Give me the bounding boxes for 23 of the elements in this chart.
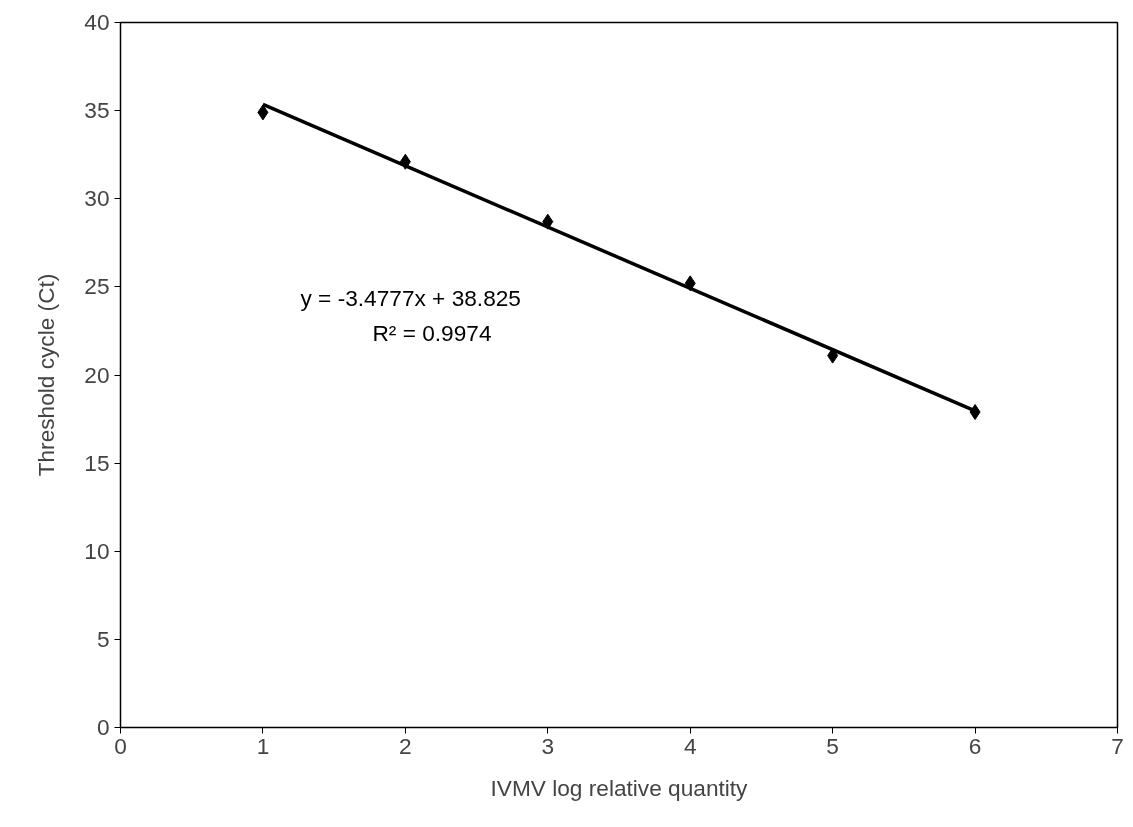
- x-tick-label: 1: [256, 732, 270, 759]
- x-tick-label: 6: [968, 732, 982, 759]
- y-tick-label: 30: [84, 185, 110, 212]
- y-axis-title: Threshold cycle (Ct): [33, 273, 60, 477]
- y-tick-label: 5: [96, 625, 110, 652]
- point: [257, 104, 269, 121]
- y-tick-label: 10: [84, 537, 110, 564]
- y-tick-label: 15: [84, 449, 110, 476]
- annotation: R² = 0.9974: [372, 319, 492, 346]
- point: [969, 404, 981, 421]
- y-tick-label: 25: [84, 273, 110, 300]
- x-tick-label: 3: [541, 732, 555, 759]
- x-tick-label: 7: [1111, 732, 1124, 759]
- x-tick-label: 5: [826, 732, 839, 759]
- x-axis-title: IVMV log relative quantity: [490, 774, 749, 801]
- x-tick-label: 2: [399, 732, 412, 759]
- y-tick-label: 20: [84, 361, 110, 388]
- annotation: y = -3.4777x + 38.825: [300, 284, 521, 311]
- y-tick-label: 0: [96, 714, 110, 740]
- y-tick-label: 40: [84, 9, 110, 35]
- y-tick-label: 35: [84, 97, 110, 124]
- x-tick-label: 0: [114, 732, 127, 759]
- x-tick-label: 4: [683, 732, 697, 759]
